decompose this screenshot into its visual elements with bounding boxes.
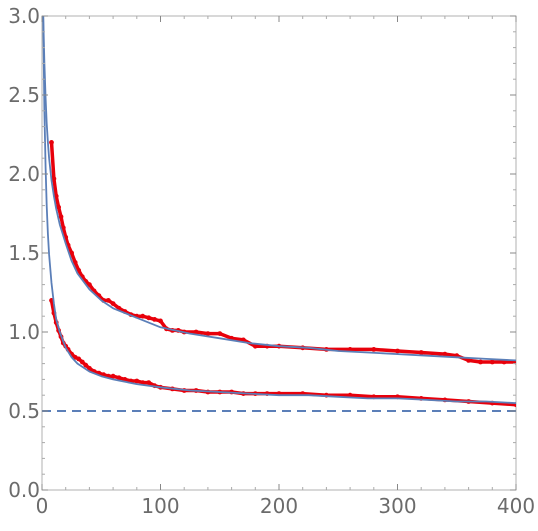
series-1-fit: [42, 16, 516, 362]
data-point: [56, 204, 61, 210]
data-line-0: [49, 140, 516, 364]
data-point: [58, 214, 64, 220]
y-tick-label: 2.5: [8, 83, 40, 107]
data-point: [72, 260, 78, 265]
series-2-data: [49, 298, 516, 408]
data-point: [205, 331, 211, 336]
plot-frame: [41, 15, 517, 491]
data-point: [193, 329, 199, 335]
data-point: [79, 359, 85, 365]
y-tick-label: 1.5: [8, 241, 40, 265]
x-tick-label: 400: [497, 494, 535, 518]
data-point: [83, 362, 89, 368]
x-tick-label: 200: [260, 494, 298, 518]
data-point: [146, 380, 152, 385]
data-point: [489, 359, 495, 365]
data-point: [87, 365, 92, 371]
data-point: [69, 250, 74, 256]
y-tick-label: 2.0: [8, 162, 40, 186]
data-point: [134, 378, 140, 384]
y-tick-label: 3.0: [8, 4, 40, 28]
series-3-fit: [42, 16, 516, 404]
data-point: [152, 317, 158, 322]
x-tick-label: 0: [36, 494, 49, 518]
data-point: [418, 350, 424, 355]
x-tick-label: 300: [378, 494, 416, 518]
fit-line-1: [42, 16, 516, 362]
data-point: [347, 347, 353, 352]
data-point: [442, 351, 448, 357]
data-point: [478, 359, 483, 365]
data-point: [395, 348, 400, 354]
data-point: [60, 225, 66, 231]
data-point: [146, 315, 152, 321]
series-layer: [42, 16, 516, 408]
y-tick-label: 0.5: [8, 399, 40, 423]
data-point: [347, 392, 353, 398]
data-point: [371, 347, 377, 352]
data-point: [51, 176, 57, 182]
data-point: [158, 318, 163, 324]
data-point: [116, 375, 122, 381]
ticks-layer: 0 100 200 300 400 0.0 0.5 1.0 1.5 2.0 2.5 3.0: [8, 4, 535, 518]
data-point: [76, 356, 82, 362]
data-point: [106, 298, 111, 303]
data-point: [466, 358, 471, 363]
x-tick-label: 100: [141, 494, 179, 518]
y-tick-label: 1.0: [8, 320, 40, 344]
data-point: [140, 313, 146, 319]
data-point: [110, 373, 116, 379]
data-point: [140, 380, 146, 385]
y-tick-label: 0.0: [8, 478, 40, 502]
series-0-data: [49, 140, 516, 365]
data-point: [87, 282, 92, 287]
data-point: [110, 301, 116, 306]
fit-line-3: [42, 16, 516, 404]
data-point: [217, 331, 223, 336]
data-point: [252, 343, 258, 349]
data-point: [49, 140, 54, 145]
data-point: [501, 359, 507, 365]
